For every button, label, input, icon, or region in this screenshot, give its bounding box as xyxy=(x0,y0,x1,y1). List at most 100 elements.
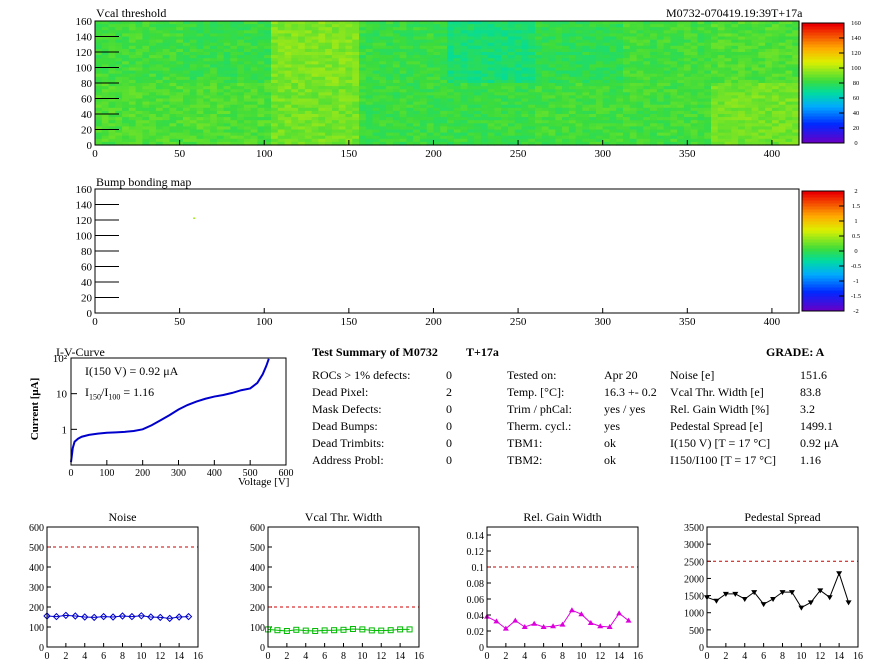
trend-chart-4-point-2 xyxy=(722,591,729,597)
trend-chart-2-xtick-5: 10 xyxy=(357,651,367,662)
trend-chart-2-point-1 xyxy=(274,627,281,634)
heatmap-1-xtick-8: 400 xyxy=(764,148,781,160)
trend-chart-4-point-5 xyxy=(751,590,758,596)
trend-chart-2-xtick-2: 4 xyxy=(303,651,308,662)
trend-chart-3-xtick-2: 4 xyxy=(522,651,527,662)
iv-title: I-V-Curve xyxy=(56,345,105,359)
trend-chart-2-point-8 xyxy=(340,626,347,633)
trend-chart-3-xtick-3: 6 xyxy=(541,651,546,662)
iv-ylabel: Current [μA] xyxy=(29,377,41,441)
heatmap-1-frame xyxy=(94,20,800,146)
summary-title: Test Summary of M0732 xyxy=(312,345,438,359)
trend-chart-1-point-7 xyxy=(109,613,117,621)
trend-chart-3-xtick-6: 12 xyxy=(595,651,605,662)
trend-chart-3-frame xyxy=(486,526,639,648)
heatmap-1-ytick-3: 60 xyxy=(81,94,93,106)
trend-chart-4-point-1 xyxy=(713,598,720,604)
summary-mid-label-2: Trim / phCal: xyxy=(507,402,572,416)
colorbar-1-tick-1: 20 xyxy=(853,125,860,132)
heatmap-2-xtick-3: 150 xyxy=(341,316,358,328)
heatmap-1-ytick-7: 140 xyxy=(76,32,93,44)
trend-chart-4-title: Pedestal Spread xyxy=(744,510,820,524)
trend-chart-1-xtick-3: 6 xyxy=(101,651,106,662)
trend-chart-4-point-10 xyxy=(798,605,805,611)
summary-mid-label-0: Tested on: xyxy=(507,368,557,382)
summary-left-value-0: 0 xyxy=(446,368,452,382)
trend-chart-1-point-6 xyxy=(99,612,108,621)
trend-chart-4-point-15 xyxy=(845,600,852,606)
heatmap-2-xtick-0: 0 xyxy=(92,316,98,328)
trend-chart-1-ytick-3: 300 xyxy=(29,583,44,594)
trend-chart-2-point-6 xyxy=(321,627,328,634)
trend-chart-4-point-6 xyxy=(760,602,767,608)
heatmap-2-ytick-3: 60 xyxy=(81,262,93,274)
iv-series-line xyxy=(70,358,270,463)
iv-xtick-5: 500 xyxy=(243,468,258,479)
summary-grade: GRADE: A xyxy=(766,345,825,359)
trend-chart-4-xtick-7: 14 xyxy=(834,651,844,662)
summary-right-value-4: 0.92 μA xyxy=(800,436,840,450)
heatmap-2-ytick-2: 40 xyxy=(81,277,93,289)
trend-chart-3-ytick-0: 0 xyxy=(479,643,484,654)
trend-chart-3-point-8 xyxy=(559,621,566,627)
trend-chart-2-ytick-2: 200 xyxy=(250,603,265,614)
colorbar-1-tick-5: 100 xyxy=(851,65,861,72)
summary-mid-value-5: ok xyxy=(604,453,616,467)
heatmap-1: 0 50 100 150 200 250 300 350 4000204060801001201… xyxy=(76,16,861,160)
colorbar-1-tick-7: 140 xyxy=(851,35,861,42)
trend-chart-4-ytick-3: 1500 xyxy=(684,592,704,603)
trend-chart-2-xtick-8: 16 xyxy=(414,651,424,662)
trend-chart-4-frame xyxy=(706,526,859,648)
trend-chart-3-point-14 xyxy=(616,610,623,616)
trend-chart-3-point-3 xyxy=(512,617,519,623)
trend-chart-2-xtick-1: 2 xyxy=(284,651,289,662)
heatmap-2-ytick-7: 140 xyxy=(76,200,93,212)
trend-chart-3-title: Rel. Gain Width xyxy=(523,510,601,524)
trend-chart-3-xtick-7: 14 xyxy=(614,651,624,662)
colorbar-1-tick-3: 60 xyxy=(853,95,860,102)
colorbar-2-tick-0: -2 xyxy=(853,308,858,315)
iv-xtick-4: 400 xyxy=(207,468,222,479)
colorbar-1-tick-6: 120 xyxy=(851,50,861,57)
trend-chart-1-point-14 xyxy=(175,613,183,621)
trend-chart-1-frame xyxy=(46,526,199,648)
trend-chart-4-point-9 xyxy=(788,590,795,596)
trend-chart-2-ytick-1: 100 xyxy=(250,623,265,634)
heatmap-2-xtick-2: 100 xyxy=(256,316,273,328)
trend-chart-4-point-12 xyxy=(817,588,824,594)
summary-right-value-2: 3.2 xyxy=(800,402,815,416)
summary-right-label-5: I150/I100 [T = 17 °C] xyxy=(670,453,777,467)
trend-chart-2-xtick-0: 0 xyxy=(266,651,271,662)
trend-chart-3-point-12 xyxy=(597,623,604,629)
trend-chart-3-point-7 xyxy=(550,623,557,629)
trend-chart-1-point-15 xyxy=(184,612,193,621)
trend-chart-4-xtick-2: 4 xyxy=(742,651,747,662)
heatmap-1-xtick-2: 100 xyxy=(256,148,273,160)
heatmap-2-ytick-5: 100 xyxy=(76,231,93,243)
trend-chart-1-point-4 xyxy=(81,613,89,621)
trend-chart-2-xtick-3: 6 xyxy=(322,651,327,662)
trend-chart-1-point-2 xyxy=(62,611,70,620)
summary-right-label-3: Pedestal Spread [e] xyxy=(670,419,763,433)
iv-frame xyxy=(70,357,287,466)
trend-chart-2-point-14 xyxy=(397,626,404,633)
trend-chart-1-point-5 xyxy=(90,613,98,622)
heatmap-2-ytick-4: 80 xyxy=(81,246,93,258)
heatmap-2-xtick-7: 350 xyxy=(679,316,696,328)
trend-chart-2-xtick-6: 12 xyxy=(376,651,386,662)
trend-chart-1-ytick-5: 500 xyxy=(29,543,44,554)
trend-chart-4-xtick-1: 2 xyxy=(723,651,728,662)
iv-ytick-1: 10 xyxy=(56,389,68,401)
colorbar-2-tick-5: 0.5 xyxy=(852,233,860,240)
trend-chart-1-point-12 xyxy=(156,613,164,622)
trend-chart-4-xtick-3: 6 xyxy=(761,651,766,662)
colorbar-1-tick-4: 80 xyxy=(853,80,860,87)
iv-xlabel: Voltage [V] xyxy=(238,476,290,488)
heatmap-1-xtick-6: 300 xyxy=(594,148,611,160)
trend-chart-3-point-13 xyxy=(606,624,613,629)
heatmap-2-ytick-0: 0 xyxy=(87,308,93,320)
trend-chart-2-xtick-7: 14 xyxy=(395,651,405,662)
colorbar-2-tick-6: 1 xyxy=(854,218,857,225)
heatmap-2: 0 50 100 150 200 250 300 350 4000204060801001201… xyxy=(76,184,862,328)
trend-chart-2-point-5 xyxy=(312,628,319,634)
